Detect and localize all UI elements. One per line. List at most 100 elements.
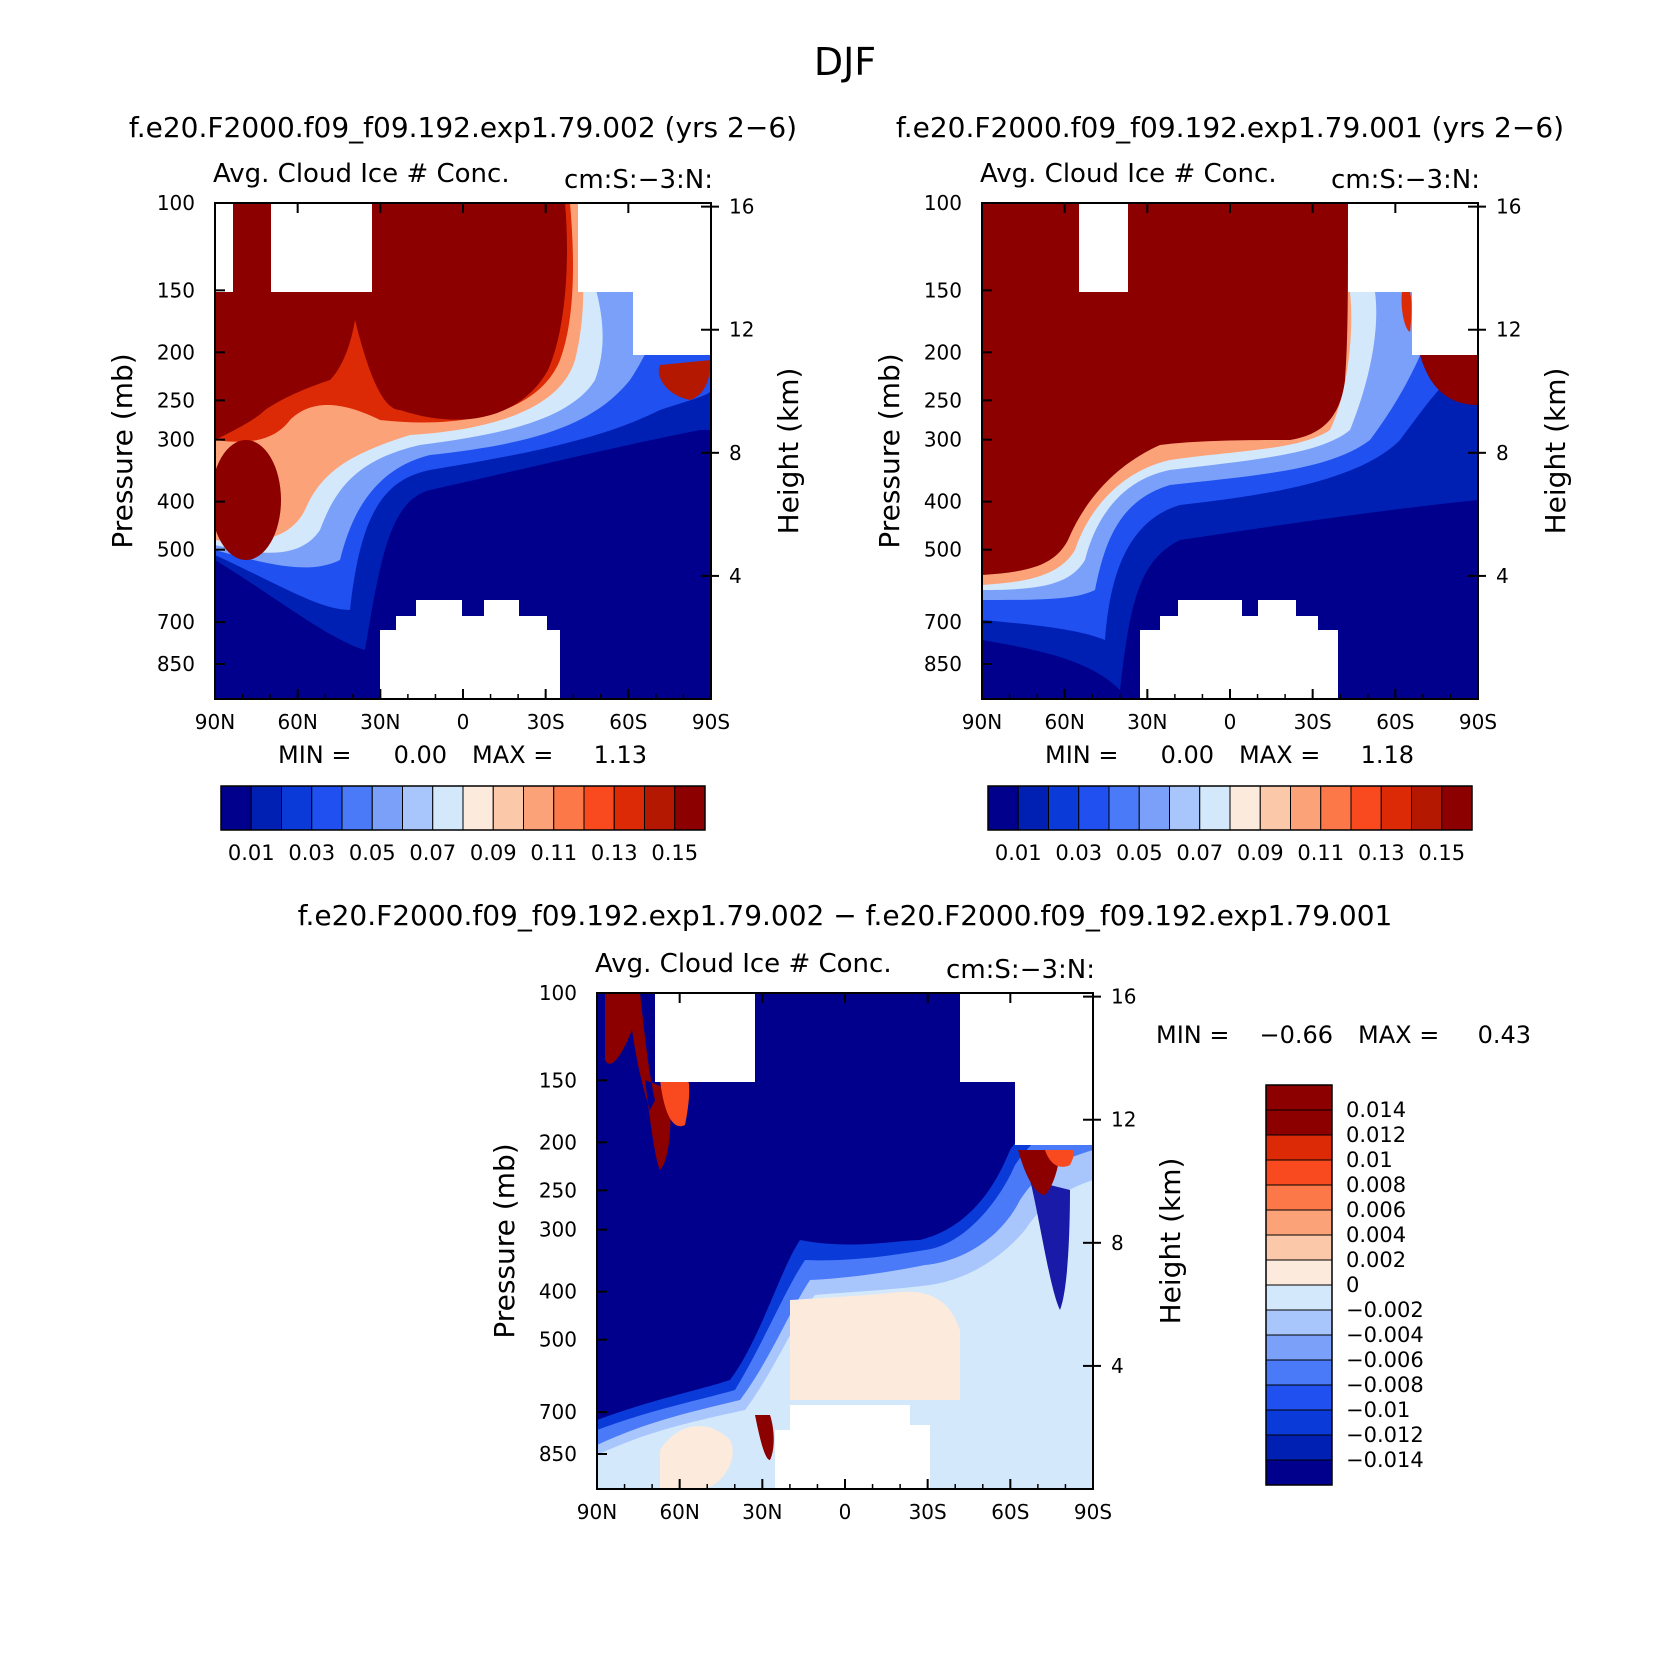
colorbar-label: 0.07 <box>1176 841 1223 865</box>
colorbar-label: −0.01 <box>1346 1398 1410 1422</box>
colorbar-swatch <box>1265 1109 1333 1136</box>
field-band-5 <box>790 1291 960 1400</box>
y-tick-label: 200 <box>924 340 962 364</box>
x-tick-label: 90N <box>577 1500 617 1524</box>
y-tick-label: 300 <box>539 1218 577 1242</box>
panel-c-min-value: −0.66 <box>1259 1021 1333 1049</box>
colorbar-swatch <box>1108 785 1140 831</box>
colorbar-swatch <box>1265 1234 1333 1261</box>
colorbar-label: 0.01 <box>1346 1148 1393 1172</box>
panel-b-title: f.e20.F2000.f09_f09.192.exp1.79.001 (yrs… <box>896 111 1564 144</box>
panel-b-min-label: MIN = <box>1045 741 1118 769</box>
y-tick-label: 850 <box>539 1442 577 1466</box>
panel-c-max-label: MAX = <box>1358 1021 1439 1049</box>
colorbar-swatch <box>1320 785 1352 831</box>
panel-b-max-value: 1.18 <box>1361 741 1414 769</box>
colorbar-swatch <box>1265 1134 1333 1161</box>
colorbar-swatch <box>1350 785 1382 831</box>
colorbar-swatch <box>1048 785 1080 831</box>
field-band-7 <box>215 203 567 440</box>
panel-c-left-string: Avg. Cloud Ice # Conc. <box>595 949 892 979</box>
field-lobe-2 <box>658 360 711 400</box>
colorbar-swatch <box>432 785 464 831</box>
colorbar-swatch <box>1265 1384 1333 1411</box>
colorbar-swatch <box>644 785 676 831</box>
colorbar-label: −0.002 <box>1346 1298 1424 1322</box>
colorbar-swatch <box>1265 1309 1333 1336</box>
panel-c-max-value: 0.43 <box>1478 1021 1531 1049</box>
colorbar-frame <box>220 785 706 831</box>
panel-c-min-label: MIN = <box>1156 1021 1229 1049</box>
colorbar-swatch <box>1265 1434 1333 1461</box>
colorbar-swatch <box>1411 785 1443 831</box>
y-tick-label: 150 <box>157 278 195 302</box>
colorbar-swatch <box>1290 785 1322 831</box>
x-tick-label: 90S <box>1074 1500 1112 1524</box>
field-band-6 <box>660 1426 733 1489</box>
panel-c-colorbar: 0.0140.0120.010.0080.0060.0040.0020−0.00… <box>1265 1084 1424 1486</box>
colorbar-label: −0.006 <box>1346 1348 1424 1372</box>
colorbar-label: 0.05 <box>349 841 396 865</box>
panel-b-min-value: 0.00 <box>1161 741 1214 769</box>
colorbar-swatch <box>402 785 434 831</box>
y-tick-label: 850 <box>924 652 962 676</box>
panel-a-max-value: 1.13 <box>594 741 647 769</box>
colorbar-swatch <box>1265 1284 1333 1311</box>
colorbar-swatch <box>1265 1409 1333 1436</box>
panel-b-axes: 90N 60N 30N 0 30S 60S 90S 100 150 200 250 300 400 500… <box>924 191 1522 734</box>
y-tick-label: 700 <box>924 610 962 634</box>
difference-title: f.e20.F2000.f09_f09.192.exp1.79.002 − f.… <box>298 899 1393 932</box>
colorbar-label: 0.15 <box>1418 841 1465 865</box>
colorbar-label: 0 <box>1346 1273 1359 1297</box>
x-tick-label: 0 <box>839 1500 852 1524</box>
y-tick-label: 100 <box>924 191 962 215</box>
colorbar-label: 0.03 <box>288 841 335 865</box>
colorbar-label: −0.012 <box>1346 1423 1424 1447</box>
y-tick-label: 500 <box>157 538 195 562</box>
colorbar-label: 0.01 <box>228 841 275 865</box>
field-lobe-2 <box>1401 292 1412 332</box>
colorbar-label: 0.15 <box>651 841 698 865</box>
missing-data <box>1079 203 1478 699</box>
colorbar-swatch <box>1265 1334 1333 1361</box>
colorbar-swatch <box>250 785 282 831</box>
colorbar-label: 0.07 <box>409 841 456 865</box>
y-tick-label: 400 <box>924 490 962 514</box>
x-tick-label: 30S <box>1294 710 1332 734</box>
x-tick-label: 90N <box>962 710 1002 734</box>
y-tick-label: 200 <box>539 1130 577 1154</box>
colorbar-label: 0.006 <box>1346 1198 1406 1222</box>
colorbar-label: 0.11 <box>530 841 577 865</box>
panel-a-ylabel: Pressure (mb) <box>106 353 139 548</box>
y-tick-label: 150 <box>539 1068 577 1092</box>
colorbar-swatch <box>613 785 645 831</box>
x-tick-label: 30N <box>360 710 400 734</box>
colorbar-label: 0.13 <box>1358 841 1405 865</box>
panel-b-left-string: Avg. Cloud Ice # Conc. <box>980 159 1277 189</box>
colorbar-swatch <box>341 785 373 831</box>
colorbar-swatch <box>987 785 1019 831</box>
panel-b-colorbar: 0.01 0.03 0.05 0.07 0.09 0.11 0.13 0.15 <box>987 785 1473 865</box>
x-tick-label: 60S <box>609 710 647 734</box>
colorbar-swatch <box>1259 785 1291 831</box>
colorbar-frame <box>987 785 1473 831</box>
colorbar-swatch <box>1265 1184 1333 1211</box>
y-tick-label: 700 <box>157 610 195 634</box>
x-tick-label: 30N <box>742 1500 782 1524</box>
panel-a-axes: 90N 60N 30N 0 30S 60S 90S 100 150 200 250 300 400 500… <box>157 191 755 734</box>
colorbar-swatch <box>1265 1259 1333 1286</box>
y-tick-label: 700 <box>539 1400 577 1424</box>
colorbar-swatch <box>523 785 555 831</box>
colorbar-swatch <box>1229 785 1261 831</box>
colorbar-label: 0.05 <box>1116 841 1163 865</box>
x-tick-label: 90S <box>692 710 730 734</box>
colorbar-swatch <box>1265 1359 1333 1386</box>
x-tick-label: 30N <box>1127 710 1167 734</box>
panel-a-title: f.e20.F2000.f09_f09.192.exp1.79.002 (yrs… <box>129 111 797 144</box>
colorbar-swatch <box>1078 785 1110 831</box>
colorbar-swatch <box>553 785 585 831</box>
colorbar-swatch <box>674 785 706 831</box>
panel-a-min-value: 0.00 <box>394 741 447 769</box>
missing-data <box>215 203 711 699</box>
